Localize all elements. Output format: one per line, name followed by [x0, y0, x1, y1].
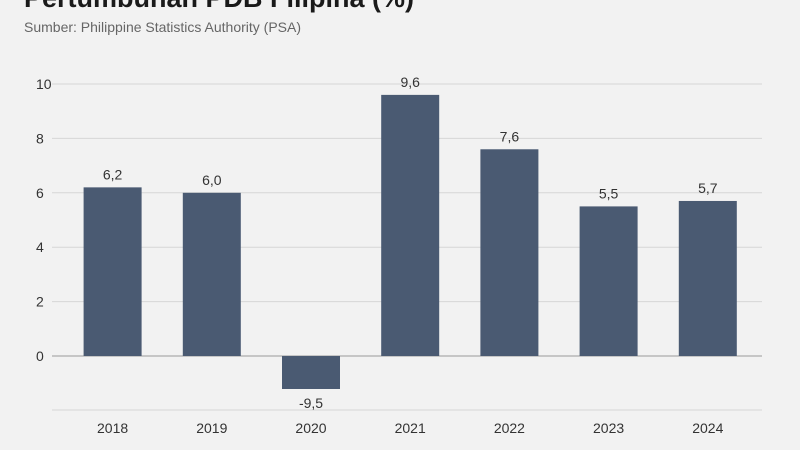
- x-tick-label: 2020: [295, 420, 326, 436]
- chart-title: Pertumbuhan PDB Filipina (%): [24, 0, 414, 14]
- x-tick-label: 2024: [692, 420, 723, 436]
- data-label: 5,7: [698, 180, 718, 196]
- bar-2022: [480, 149, 539, 356]
- bar-2024: [678, 200, 737, 356]
- bar-2023: [579, 206, 638, 356]
- chart-subtitle: Sumber: Philippine Statistics Authority …: [24, 19, 302, 35]
- data-label: 9,6: [400, 74, 420, 90]
- bar-2019: [182, 192, 241, 356]
- x-tick-label: 2019: [196, 420, 227, 436]
- data-label: 7,6: [500, 128, 520, 144]
- x-tick-label: 2023: [593, 420, 624, 436]
- y-tick-label: 0: [36, 348, 44, 364]
- y-tick-label: 2: [36, 294, 44, 310]
- y-tick-label: 8: [36, 130, 44, 146]
- data-label: 5,5: [599, 185, 619, 201]
- y-tick-label: 10: [36, 76, 52, 92]
- y-tick-label: 6: [36, 185, 44, 201]
- y-tick-label: 4: [36, 239, 44, 255]
- data-label: 6,0: [202, 172, 222, 188]
- data-label: -9,5: [299, 395, 323, 411]
- bar-2021: [381, 94, 440, 356]
- x-tick-label: 2022: [494, 420, 525, 436]
- x-tick-label: 2018: [97, 420, 128, 436]
- data-label: 6,2: [103, 166, 123, 182]
- grid-layer: [52, 83, 762, 411]
- bar-2020: [282, 356, 340, 389]
- x-tick-label: 2021: [395, 420, 426, 436]
- label-layer: 0 2 4 6 8 10 6,2 2018 6,0 2019 -9,5 2020 9,6 2021 7,6 2…: [36, 74, 724, 436]
- bar-layer: [83, 94, 737, 389]
- bar-2018: [83, 187, 142, 356]
